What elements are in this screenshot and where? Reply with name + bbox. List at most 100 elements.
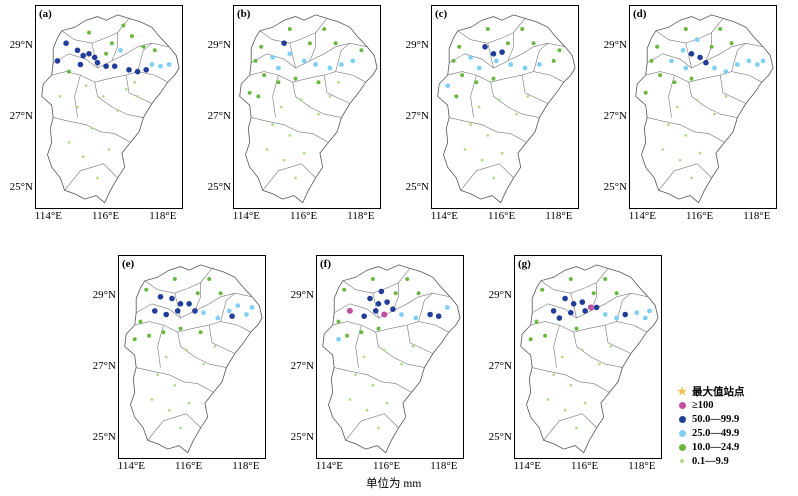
station-dot-c10 — [718, 27, 723, 31]
legend-item: 50.0—99.9 — [676, 412, 745, 426]
province-map — [124, 264, 263, 454]
y-tick-label: 25°N — [207, 180, 231, 193]
station-dot-c50 — [697, 54, 703, 61]
prefecture-border — [144, 268, 213, 294]
station-dot-c10 — [345, 333, 350, 338]
prefecture-border — [647, 117, 725, 143]
prefecture-border — [507, 32, 514, 62]
panel-label: (b) — [237, 8, 251, 20]
prefecture-border — [487, 43, 494, 69]
station-dot-c01 — [411, 345, 415, 348]
prefecture-border — [553, 325, 560, 368]
station-dot-c50 — [157, 294, 164, 300]
station-dot-c50 — [174, 308, 181, 314]
station-dot-c10 — [141, 44, 146, 49]
prefecture-border — [332, 321, 449, 333]
station-dot-c01 — [500, 151, 504, 155]
legend-label: 25.0—49.9 — [692, 427, 740, 439]
station-dot-c01 — [317, 112, 320, 116]
station-dot-c01 — [515, 112, 518, 116]
station-dot-c01 — [667, 123, 670, 127]
station-dot-c25 — [723, 69, 729, 74]
province-map — [437, 14, 576, 204]
station-dot-c01 — [302, 151, 306, 155]
y-tick-label: 25°N — [603, 180, 627, 193]
station-dot-c50 — [582, 308, 588, 314]
station-dot-c50 — [622, 311, 628, 318]
prefecture-border — [61, 18, 130, 44]
station-dot-c10 — [359, 330, 364, 335]
prefecture-border — [447, 71, 564, 83]
y-tick-label: 29°N — [9, 38, 33, 51]
station-dot-c25 — [226, 308, 232, 314]
station-dot-c50 — [126, 67, 132, 73]
prefecture-border — [418, 292, 434, 322]
y-tick-label: 27°N — [603, 109, 627, 122]
station-dot-ge100 — [381, 311, 388, 318]
legend-label: 10.0—24.9 — [692, 441, 740, 453]
prefecture-border — [334, 367, 412, 393]
station-dot-c10 — [709, 44, 714, 49]
station-dot-c01 — [96, 176, 99, 180]
station-dot-c10 — [287, 27, 292, 31]
prefecture-border — [372, 293, 379, 319]
station-dot-c50 — [361, 313, 367, 319]
prefecture-border — [719, 75, 747, 104]
prefecture-border — [658, 163, 712, 191]
station-dot-c01 — [282, 158, 286, 162]
province-outline — [41, 14, 180, 204]
unit-label: 单位为 mm — [366, 478, 422, 490]
station-dot-c50 — [550, 308, 557, 314]
station-dot-c01 — [294, 176, 297, 180]
prefecture-border — [490, 82, 540, 118]
station-dot-c25 — [755, 62, 760, 67]
station-dot-c10 — [259, 44, 264, 49]
station-dot-c10 — [161, 330, 166, 335]
station-dot-c50 — [63, 40, 69, 46]
station-dot-c10 — [307, 41, 312, 46]
station-dot-c01 — [107, 148, 111, 151]
station-dot-c01 — [271, 123, 274, 127]
station-dot-c50 — [91, 54, 98, 61]
station-dot-c50 — [367, 295, 373, 302]
prefecture-border — [685, 43, 692, 69]
station-dot-c50 — [281, 40, 287, 46]
station-dot-c25 — [445, 83, 451, 89]
station-dot-c10 — [152, 48, 157, 53]
station-dot-c50 — [86, 51, 92, 57]
legend-dot — [676, 429, 688, 437]
station-dot-c01 — [480, 158, 484, 162]
station-dot-c50 — [688, 51, 695, 57]
station-dot-c01 — [583, 401, 587, 405]
station-dot-c50 — [80, 52, 86, 59]
station-dot-c01 — [552, 373, 555, 377]
station-dot-c01 — [213, 345, 217, 348]
x-tick-label: 114°E — [513, 460, 541, 472]
station-dot-c50 — [570, 301, 577, 307]
station-dot-c10 — [655, 44, 660, 49]
station-dot-c10 — [520, 27, 525, 31]
station-dot-c25 — [634, 310, 640, 316]
station-dot-c25 — [647, 308, 652, 314]
station-dot-c01 — [560, 355, 564, 359]
station-dot-c01 — [173, 384, 177, 387]
x-tick-label: 116°E — [373, 460, 401, 472]
station-dot-c25 — [735, 62, 740, 67]
x-tick-label: 118°E — [628, 460, 656, 472]
station-dot-c10 — [405, 277, 410, 281]
station-dot-c10 — [132, 337, 137, 342]
station-dot-c01 — [724, 95, 728, 98]
legend-dot — [676, 415, 688, 423]
legend-item: 0.1—9.9 — [676, 454, 745, 468]
station-dot-c10 — [207, 277, 212, 281]
station-dot-c01 — [684, 134, 688, 137]
station-dot-c10 — [322, 27, 327, 31]
station-dot-c10 — [534, 319, 539, 324]
prefecture-border — [220, 292, 236, 322]
province-map — [322, 264, 461, 454]
station-dot-c25 — [270, 55, 275, 60]
station-dot-c10 — [129, 34, 134, 39]
x-tick-label: 114°E — [430, 210, 458, 222]
y-tick-label: 25°N — [92, 430, 116, 443]
prefecture-border — [540, 268, 609, 294]
